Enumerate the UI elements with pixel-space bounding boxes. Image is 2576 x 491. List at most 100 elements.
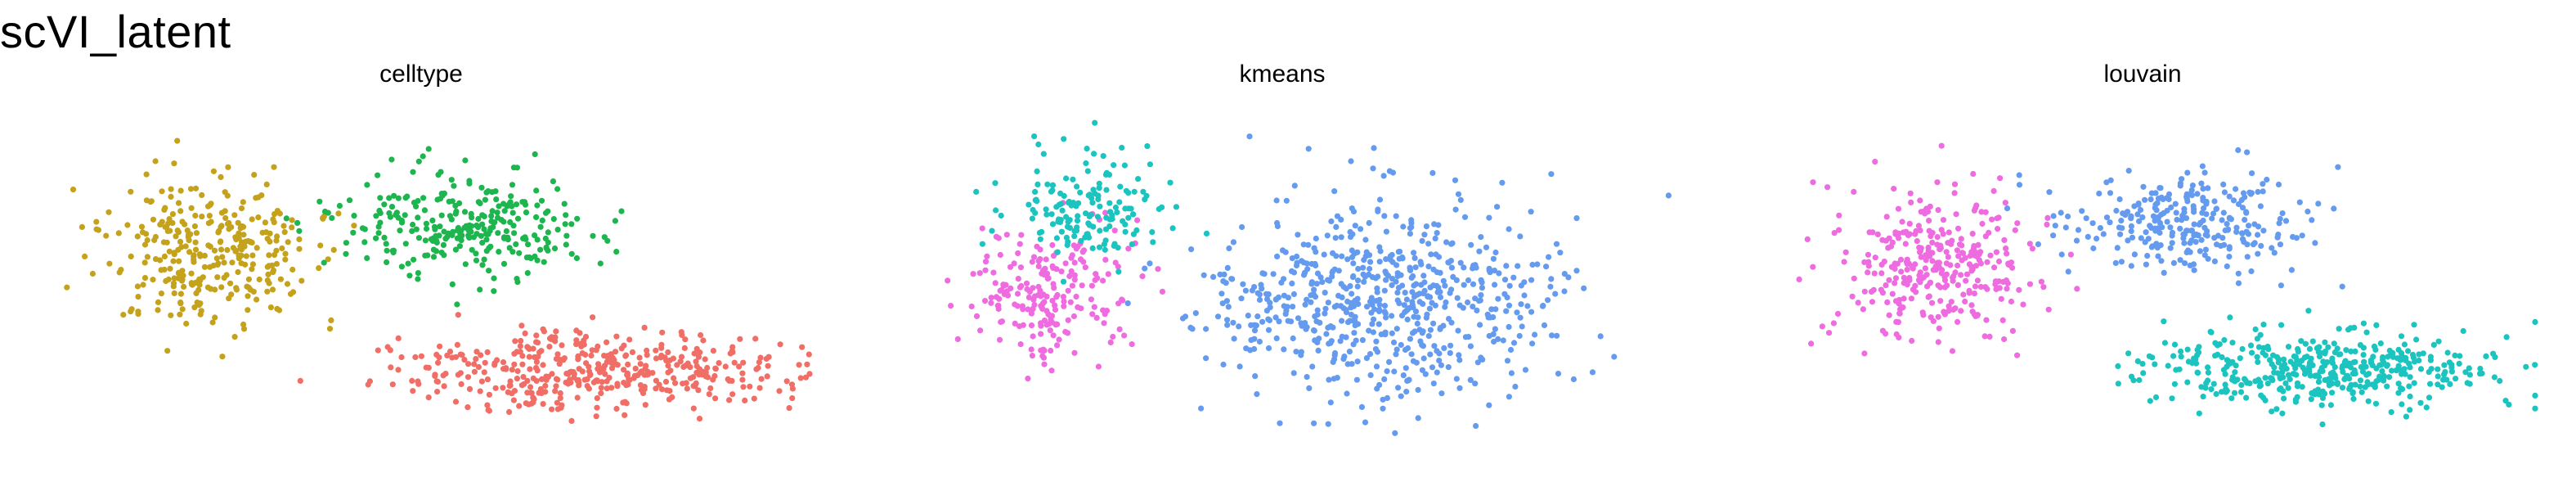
scatter-point — [1273, 197, 1280, 204]
scatter-point — [542, 382, 549, 390]
scatter-point — [2155, 215, 2161, 222]
scatter-point — [763, 355, 770, 363]
scatter-point — [1102, 256, 1109, 263]
scatter-point — [164, 227, 171, 234]
scatter-point — [1412, 264, 1419, 271]
scatter-point — [326, 326, 334, 332]
scatter-point — [1043, 308, 1050, 314]
scatter-point — [542, 235, 549, 242]
scatter-point — [756, 385, 763, 391]
scatter-point — [2226, 246, 2233, 252]
scatter-point — [1011, 260, 1017, 267]
scatter-point — [534, 257, 541, 264]
scatter-point — [273, 237, 280, 244]
scatter-point — [2357, 383, 2363, 390]
scatter-point — [1492, 282, 1498, 288]
scatter-point — [2116, 196, 2123, 203]
scatter-point — [1897, 256, 1905, 263]
scatter-point — [1311, 245, 1317, 251]
scatter-point — [710, 348, 717, 354]
scatter-point — [1448, 264, 1455, 271]
scatter-point — [1323, 331, 1330, 337]
scatter-point — [789, 395, 796, 402]
scatter-point — [2285, 372, 2292, 378]
scatter-point — [1259, 270, 1266, 277]
scatter-point — [2170, 353, 2177, 359]
scatter-point — [1221, 271, 1227, 277]
scatter-point — [1507, 346, 1515, 354]
scatter-point — [2444, 349, 2451, 356]
scatter-point — [1059, 207, 1066, 214]
scatter-point — [1311, 327, 1317, 334]
scatter-point — [568, 221, 575, 227]
scatter-point — [2327, 402, 2334, 408]
scatter-point — [294, 219, 301, 226]
scatter-point — [2155, 253, 2161, 259]
scatter-point — [1071, 259, 1078, 266]
scatter-point — [477, 200, 483, 207]
scatter-point — [1949, 348, 1956, 354]
scatter-point — [2201, 224, 2208, 231]
scatter-point — [2296, 361, 2303, 367]
scatter-point — [1501, 291, 1508, 297]
scatter-point — [2044, 214, 2051, 221]
scatter-point — [528, 400, 535, 407]
scatter-point — [2411, 380, 2417, 386]
scatter-point — [1354, 295, 1361, 302]
scatter-point — [1995, 214, 2002, 221]
scatter-point — [1997, 175, 2004, 182]
scatter-point — [1478, 234, 1484, 241]
scatter-point — [1486, 402, 1492, 408]
scatter-point — [1929, 258, 1936, 264]
scatter-point — [2252, 326, 2259, 333]
scatter-point — [765, 363, 771, 369]
scatter-point — [1954, 247, 1960, 254]
scatter-point — [1060, 278, 1067, 285]
scatter-point — [1512, 383, 1519, 390]
scatter-point — [1500, 337, 1506, 344]
scatter-point — [456, 243, 464, 250]
scatter-point — [1954, 282, 1961, 288]
scatter-point — [653, 385, 659, 392]
scatter-point — [262, 219, 268, 226]
scatter-point — [1524, 303, 1531, 309]
scatter-point — [192, 185, 200, 191]
scatter-point — [1025, 294, 1032, 300]
scatter-point — [1042, 265, 1048, 272]
scatter-point — [1300, 259, 1307, 266]
scatter-point — [493, 196, 500, 203]
scatter-point — [2336, 326, 2342, 332]
scatter-point — [1430, 381, 1437, 387]
scatter-point — [219, 254, 226, 260]
scatter-point — [1492, 306, 1499, 313]
scatter-point — [1338, 216, 1344, 223]
scatter-point — [2200, 217, 2206, 224]
scatter-point — [621, 367, 627, 373]
scatter-point — [1479, 285, 1485, 291]
scatter-point — [223, 272, 230, 278]
scatter-point — [2016, 286, 2022, 293]
scatter-point — [298, 277, 305, 284]
scatter-point — [1344, 298, 1351, 305]
scatter-point — [279, 245, 285, 252]
scatter-point — [2304, 354, 2310, 360]
scatter-point — [2377, 340, 2384, 347]
scatter-point — [1389, 282, 1395, 289]
scatter-point — [2423, 404, 2430, 411]
scatter-point — [465, 226, 472, 232]
scatter-point — [1277, 420, 1283, 426]
scatter-point — [729, 391, 736, 398]
scatter-point — [540, 362, 546, 368]
scatter-point — [1510, 274, 1517, 281]
scatter-point — [554, 399, 561, 406]
scatter-point — [487, 243, 494, 250]
scatter-point — [1290, 335, 1296, 342]
scatter-point — [395, 367, 402, 373]
scatter-point — [2158, 258, 2165, 264]
scatter-point — [516, 403, 523, 409]
scatter-panel-louvain — [1796, 142, 2538, 428]
scatter-point — [2242, 194, 2248, 200]
scatter-point — [527, 366, 533, 372]
scatter-point — [561, 200, 568, 207]
scatter-point — [2190, 203, 2197, 209]
